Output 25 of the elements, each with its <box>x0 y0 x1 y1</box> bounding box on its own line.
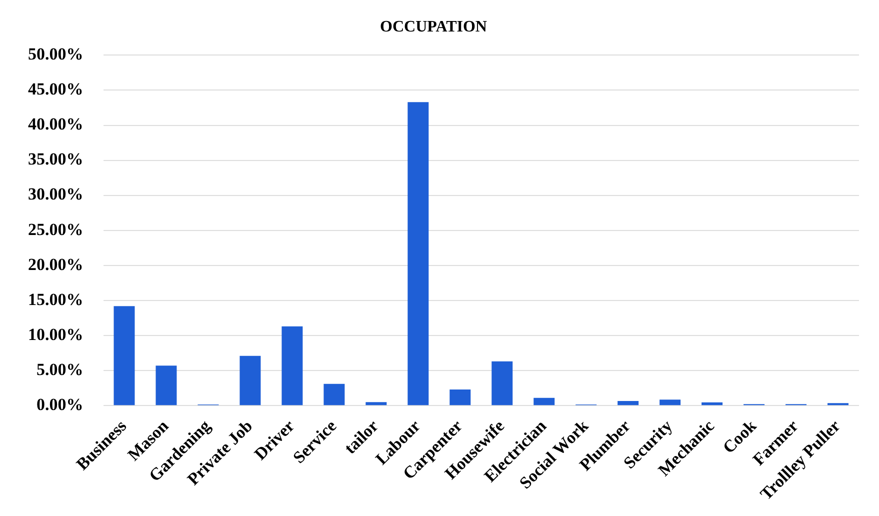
bar <box>240 356 261 406</box>
y-tick-label: 50.00% <box>28 44 84 64</box>
bar <box>156 366 177 406</box>
y-tick-label: 40.00% <box>28 114 84 134</box>
bar <box>702 402 723 406</box>
y-tick-label: 45.00% <box>28 80 84 99</box>
y-tick-label: 30.00% <box>28 184 84 204</box>
bar <box>408 102 429 406</box>
bar <box>450 389 471 406</box>
y-tick-label: 15.00% <box>28 290 84 309</box>
bar <box>618 401 639 406</box>
bar <box>492 361 513 406</box>
y-tick-label: 20.00% <box>28 254 84 274</box>
bar <box>324 384 345 406</box>
bar <box>660 400 681 406</box>
bar <box>534 398 555 406</box>
bar <box>282 326 303 406</box>
bar <box>114 306 135 406</box>
y-tick-label: 0.00% <box>36 394 84 414</box>
y-tick-label: 35.00% <box>28 150 84 169</box>
chart-title: OCCUPATION <box>380 18 488 36</box>
y-tick-label: 5.00% <box>36 360 84 379</box>
y-tick-label: 10.00% <box>28 324 84 344</box>
bar <box>366 402 387 406</box>
y-tick-label: 25.00% <box>28 220 84 239</box>
